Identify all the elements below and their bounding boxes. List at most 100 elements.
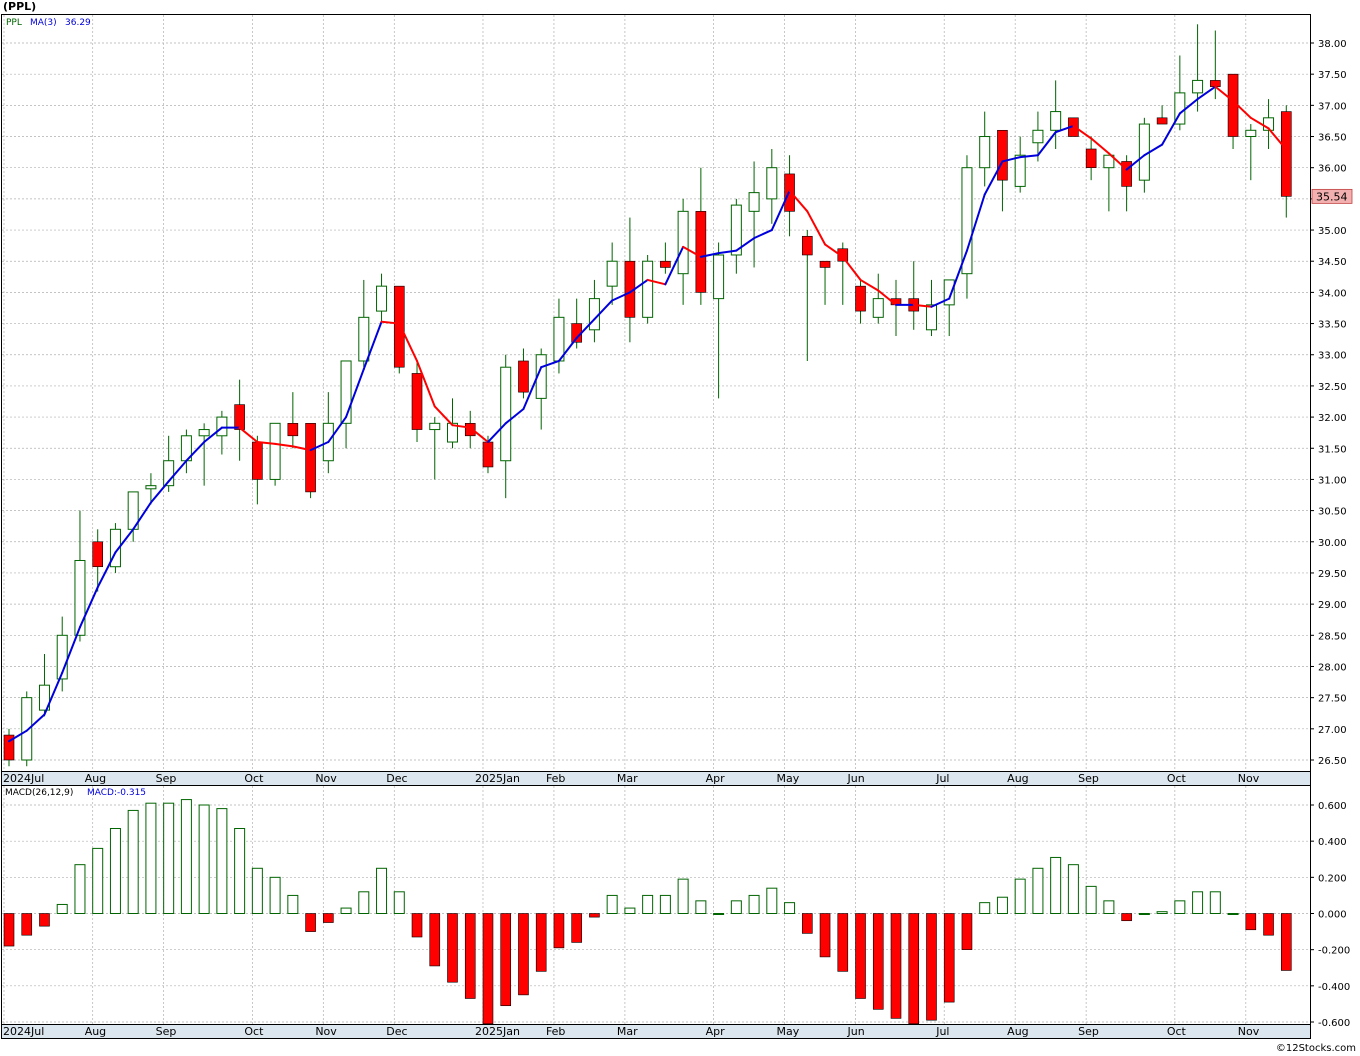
macd-bar-positive xyxy=(1192,891,1204,914)
candle-body-down xyxy=(837,248,849,262)
macd-bar-positive xyxy=(606,894,618,915)
candle-body-down xyxy=(464,423,476,437)
candle xyxy=(518,348,529,399)
x-label-bottom: 2025Jan xyxy=(475,1025,520,1038)
x-label-bottom: Feb xyxy=(546,1025,565,1038)
x-axis-band-bottom xyxy=(1,1024,1311,1039)
macd-bar-positive xyxy=(358,891,370,914)
macd-tick-label: 0.000 xyxy=(1318,910,1347,921)
price-tick-label: 29.50 xyxy=(1318,569,1347,580)
candle-body-down xyxy=(305,423,316,493)
price-tick-label: 31.00 xyxy=(1318,475,1347,486)
candle-body-up xyxy=(713,254,725,300)
ma-segment xyxy=(274,442,294,448)
x-label-top: Aug xyxy=(1007,772,1028,785)
price-tick-label: 29.00 xyxy=(1318,600,1347,611)
macd-bar-positive xyxy=(287,894,299,915)
ma-segment xyxy=(309,441,330,452)
ma-segment xyxy=(1232,99,1252,119)
macd-bar-positive xyxy=(766,887,778,915)
last-price-tag: 35.54 xyxy=(1311,188,1353,204)
candle xyxy=(269,422,281,486)
ma-segment xyxy=(770,189,791,232)
price-tick-label: 35.00 xyxy=(1318,226,1347,237)
candle xyxy=(606,242,618,305)
price-tick-label: 34.50 xyxy=(1318,257,1347,268)
macd-bar-negative xyxy=(589,913,600,918)
candle xyxy=(92,529,103,592)
ma-segment xyxy=(362,320,383,371)
candle xyxy=(713,242,725,399)
ma-segment xyxy=(380,320,401,325)
ma-segment xyxy=(114,528,135,554)
macd-bar-positive xyxy=(1032,867,1044,915)
candle-body-up xyxy=(38,684,50,711)
candle-body-up xyxy=(500,366,512,462)
ma-segment xyxy=(824,243,844,258)
ma-segment xyxy=(8,729,28,743)
macd-bar-positive xyxy=(695,900,707,915)
macd-bar-positive xyxy=(340,907,352,915)
price-tick-label: 27.50 xyxy=(1318,694,1347,705)
ma-segment xyxy=(25,713,46,732)
candle xyxy=(74,510,86,642)
candle-body-down xyxy=(482,441,494,468)
candle-body-up xyxy=(1103,154,1115,169)
macd-bar-negative xyxy=(1280,913,1292,971)
last-price-label: 35.54 xyxy=(1316,190,1348,203)
macd-bar-negative xyxy=(39,913,50,927)
candle xyxy=(287,392,299,449)
ma-segment xyxy=(43,671,64,716)
candle xyxy=(216,410,228,455)
candle xyxy=(677,198,689,305)
ma-segment xyxy=(504,407,525,425)
candle xyxy=(801,230,813,361)
candle xyxy=(358,279,370,368)
ma-segment xyxy=(61,626,81,674)
candle xyxy=(766,148,778,224)
candle xyxy=(1032,111,1044,162)
ma-segment xyxy=(575,318,596,339)
macd-bar-positive xyxy=(393,891,405,914)
candle-body-down xyxy=(1121,161,1132,187)
candle-body-down xyxy=(819,260,831,268)
x-label-bottom: Aug xyxy=(1007,1025,1028,1038)
ma-segment xyxy=(682,245,702,258)
x-axis-labels-bottom: 2024Jul Aug Sep Oct Nov Dec 2025Jan Feb Mar Apr Ma… xyxy=(3,1025,1260,1038)
macd-bar-negative xyxy=(801,913,813,934)
legend-symbol: PPL xyxy=(6,18,22,28)
macd-legend: MACD(26,12,9) MACD:-0.315 xyxy=(5,788,146,798)
candle xyxy=(56,616,68,692)
ma-segment xyxy=(1267,127,1288,151)
candle xyxy=(1192,24,1204,112)
ma-segment xyxy=(788,189,809,213)
candle-body-down xyxy=(411,373,423,430)
macd-bar-positive xyxy=(748,894,760,915)
macd-bar-negative xyxy=(553,913,565,949)
x-label-bottom: Jun xyxy=(847,1025,865,1038)
candle-body-up xyxy=(766,167,778,200)
candle-body-up xyxy=(429,422,441,431)
x-label-bottom: Oct xyxy=(244,1025,264,1038)
macd-bar-positive xyxy=(996,896,1008,914)
x-label-bottom: Dec xyxy=(386,1025,407,1038)
candle xyxy=(837,242,849,305)
macd-bar-positive xyxy=(163,802,175,914)
candle xyxy=(1280,105,1292,218)
macd-bar-positive xyxy=(730,900,742,915)
macd-bar-negative xyxy=(908,913,920,1025)
candle-body-down xyxy=(234,404,245,430)
candle xyxy=(393,285,405,374)
macd-bar-negative xyxy=(1245,913,1257,931)
macd-bar-negative xyxy=(1121,913,1132,922)
candle xyxy=(340,360,352,449)
ma-segment xyxy=(735,237,756,252)
macd-y-axis: 0.600 0.400 0.200 0.000 -0.200 -0.400 -0.600 xyxy=(1310,801,1350,1029)
macd-bar-negative xyxy=(571,913,582,943)
candle xyxy=(925,279,937,337)
x-label-bottom: Sep xyxy=(156,1025,177,1038)
macd-tick-label: 0.600 xyxy=(1318,801,1347,812)
candle-body-down xyxy=(1280,111,1292,197)
macd-bar-positive xyxy=(92,847,104,915)
